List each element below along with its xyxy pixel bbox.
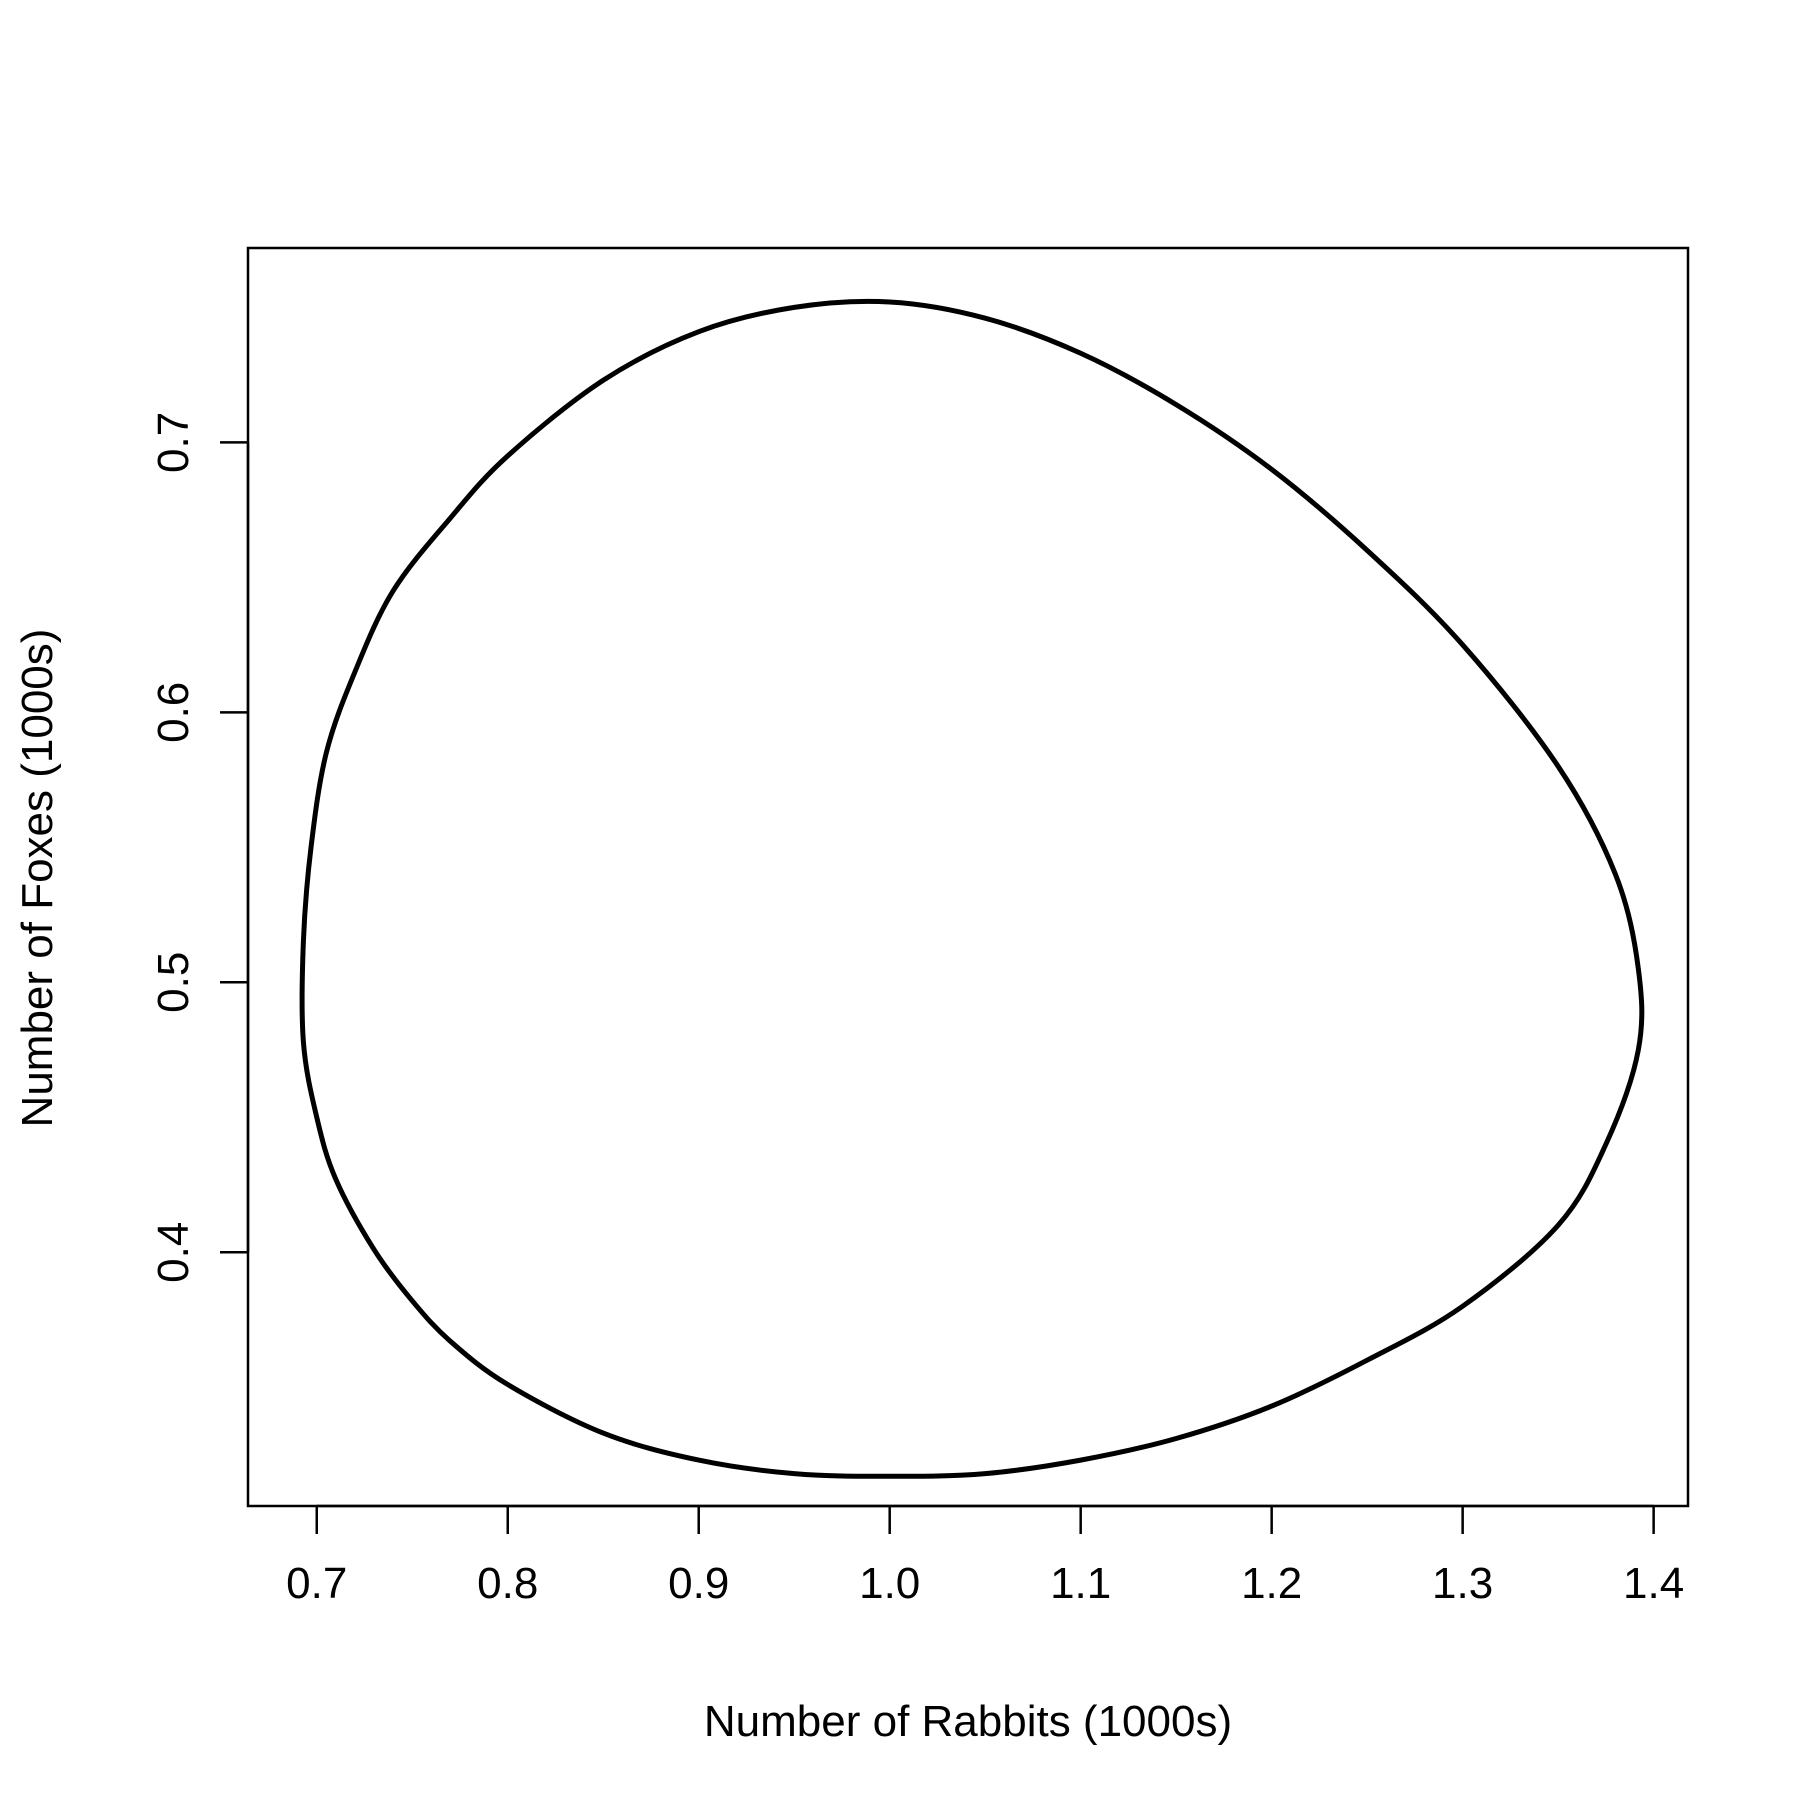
x-tick-label: 0.7 [286,1559,347,1608]
plot-frame [246,246,1690,1508]
x-axis: 0.7 0.8 0.9 1.0 1.1 1.2 1.3 1.4 [286,1504,1684,1608]
x-tick-label: 1.4 [1623,1559,1684,1608]
x-tick-label: 0.8 [477,1559,538,1608]
series-line [299,298,1645,1479]
y-axis-title: Number of Foxes (1000s) [13,629,62,1128]
x-tick-label: 1.2 [1241,1559,1302,1608]
y-tick-label: 0.5 [149,952,198,1013]
x-axis-title: Number of Rabbits (1000s) [704,1697,1232,1746]
y-tick-label: 0.6 [149,682,198,743]
x-tick-label: 1.3 [1432,1559,1493,1608]
x-tick-label: 0.9 [668,1559,729,1608]
x-tick-label: 1.1 [1050,1559,1111,1608]
x-tick-label: 1.0 [859,1559,920,1608]
y-tick-label: 0.7 [149,412,198,473]
y-tick-label: 0.4 [149,1222,198,1283]
y-axis: 0.4 0.5 0.6 0.7 [149,412,250,1283]
